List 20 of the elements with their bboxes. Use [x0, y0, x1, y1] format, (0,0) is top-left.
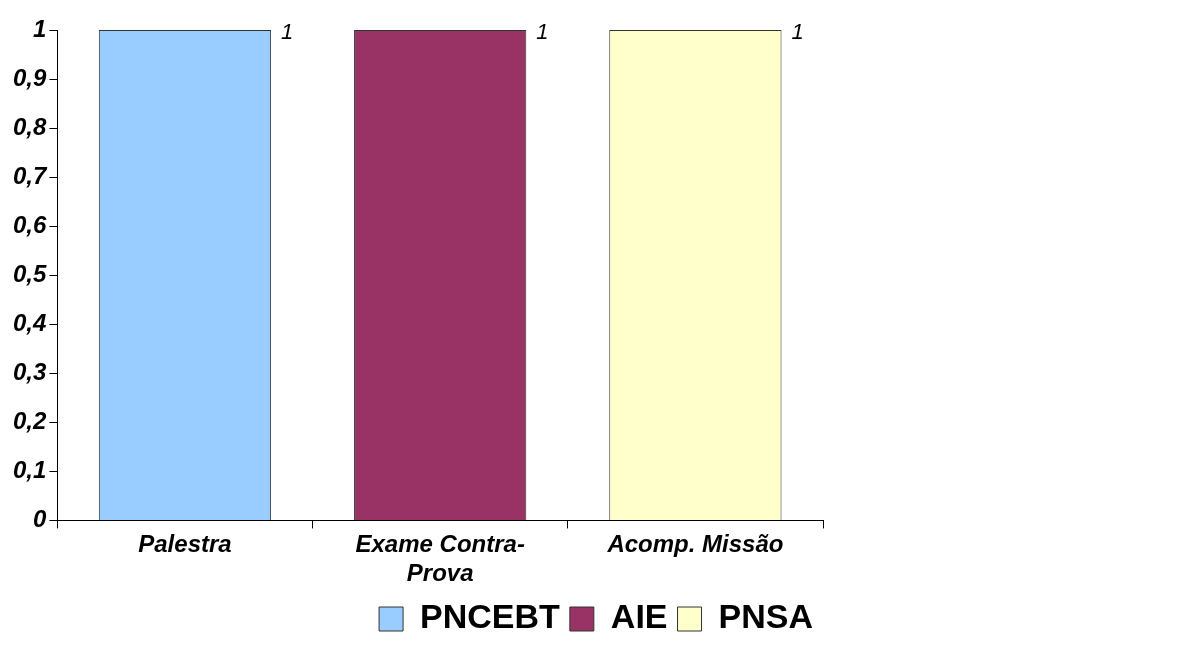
- y-tick-label: 0,9: [12, 63, 47, 91]
- x-tick-label: Exame Contra-Prova: [355, 530, 525, 587]
- y-tick-label: 0,8: [12, 112, 47, 140]
- y-tick-label: 1: [33, 14, 47, 42]
- y-tick-label: 0,5: [12, 259, 47, 287]
- y-tick-label: 0,1: [12, 455, 47, 483]
- legend-label: AIE: [610, 597, 668, 636]
- legend-label: PNCEBT: [420, 597, 561, 636]
- y-tick-label: 0,3: [12, 357, 47, 385]
- data-label: 1: [791, 19, 804, 45]
- legend-label: PNSA: [718, 597, 814, 636]
- x-tick-label: Acomp. Missão: [606, 530, 784, 558]
- data-label: 1: [536, 19, 549, 45]
- y-tick-label: 0,6: [12, 210, 47, 238]
- x-tick-label: Palestra: [138, 530, 232, 558]
- y-tick-label: 0,4: [12, 308, 47, 336]
- y-tick-label: 0,2: [12, 406, 47, 434]
- y-tick-label: 0,7: [12, 161, 48, 189]
- data-label: 1: [281, 19, 294, 45]
- y-tick-label: 0: [33, 505, 47, 533]
